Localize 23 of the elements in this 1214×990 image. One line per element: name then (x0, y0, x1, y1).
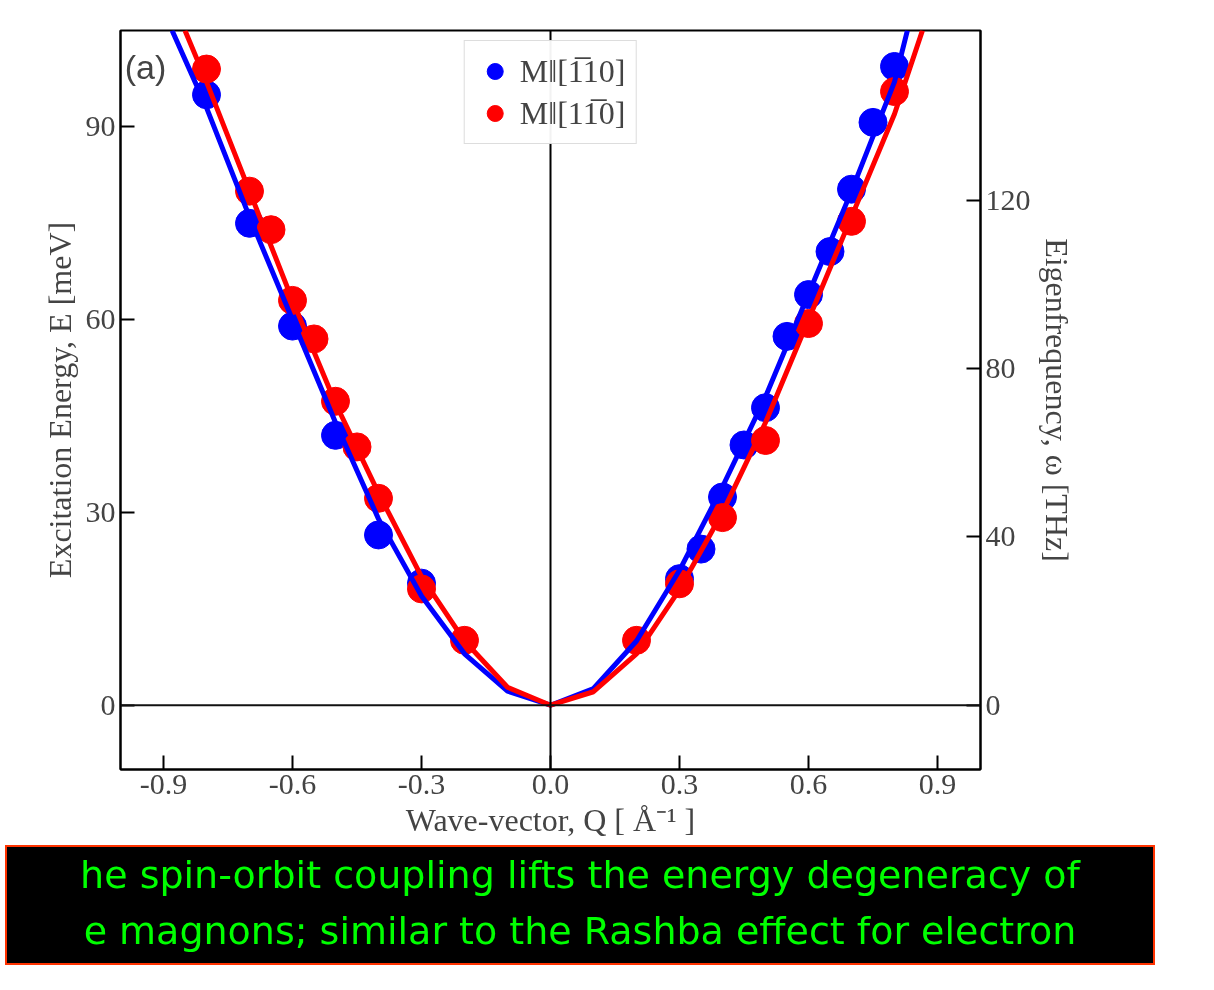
y2-tick-label: 40 (985, 519, 1016, 553)
text: e magnons; similar to the Rashba effect for electron (83, 909, 1077, 953)
y-axis-title: Excitation Energy, E [meV] (41, 221, 78, 579)
legend-label: M‖[11̅0] (519, 94, 626, 132)
y2-tick-label: 80 (985, 351, 1016, 385)
y2-axis-title: Eigenfrequency, ω [THz] (1038, 238, 1075, 562)
annotation: (a) (124, 47, 167, 86)
y2-tick-label: 120 (985, 182, 1031, 216)
y-tick-label: 0 (100, 687, 116, 721)
y2-tick-label: 0 (985, 687, 1001, 721)
y-tick-label: 90 (85, 109, 116, 143)
text: 0.0 (531, 766, 570, 800)
y-tick-label: 60 (85, 302, 116, 336)
x-tick-label: 0.6 (789, 766, 828, 800)
text: he spin-orbit coupling lifts the energy degeneracy of (80, 853, 1080, 897)
x-axis-title: Wave-vector, Q [ Å⁻¹ ] (405, 801, 696, 838)
x-tick-label: 0.3 (660, 766, 699, 800)
x-tick-label: -0.9 (139, 766, 188, 800)
y-tick-label: 30 (85, 494, 116, 528)
x-tick-label: -0.6 (268, 766, 317, 800)
legend-label: M‖[1̅10] (519, 52, 626, 90)
x-tick-label: 0.9 (918, 766, 957, 800)
x-tick-label: -0.3 (397, 766, 446, 800)
